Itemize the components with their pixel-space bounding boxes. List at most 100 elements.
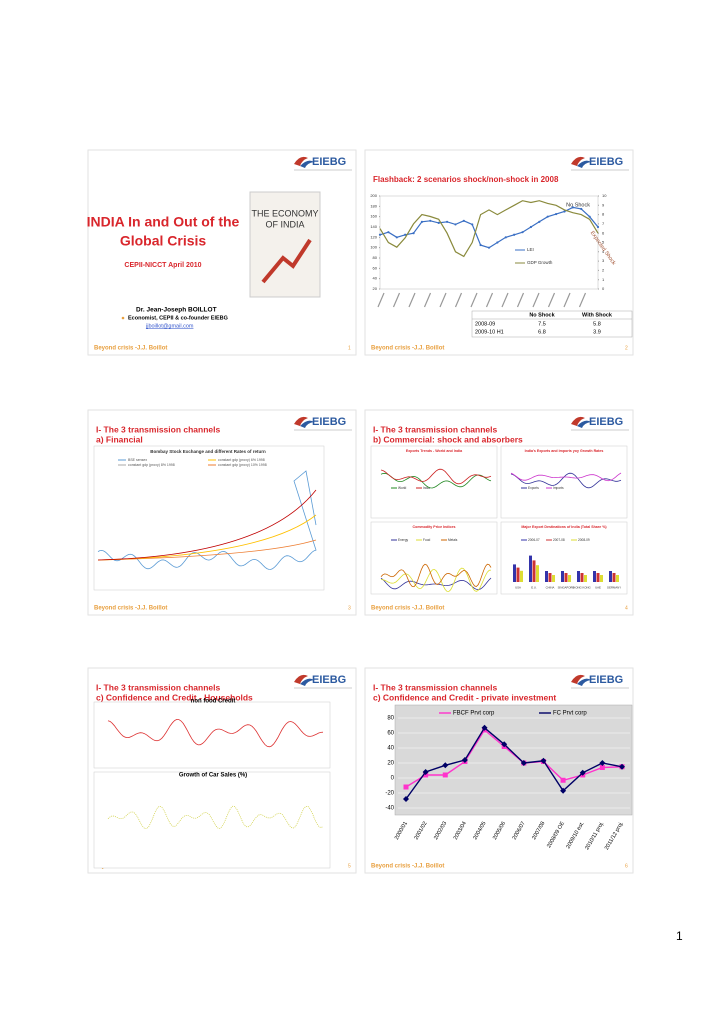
y-tick-label: -20 [385,791,394,797]
y-tick-label: 140 [370,224,377,229]
slide-title: Global Crisis [120,233,207,249]
legend-label: Exports [528,486,539,490]
panel-line [380,472,492,489]
y2-tick-label: 7 [602,221,605,226]
series-point [554,212,558,216]
series-point [560,787,567,794]
slide-subtitle: a) Financial [96,434,143,444]
table-cell: 3.9 [593,329,601,335]
series-point [571,206,574,209]
series-point [422,769,429,775]
logo-icon [577,678,591,686]
y-tick-label: 180 [370,203,377,208]
legend-label: FC Prvt corp [553,711,587,717]
series-point [513,233,516,236]
series-point [546,215,549,218]
panel-line [380,567,492,592]
series-point [471,223,474,226]
bar [609,571,612,582]
slide-title: I- The 3 transmission channels [96,682,221,692]
panel-title: Major Export Destinations of India (Tota… [521,525,607,529]
series-line [379,200,599,258]
bar [564,573,568,582]
slide-subtitle: c) Confidence and Credit - Households [96,692,253,702]
y-tick-label: 60 [373,265,378,270]
legend-label: 2007-08 [553,538,565,542]
y-tick-label: -40 [385,806,394,812]
series-line [405,726,623,800]
slide-title: I- The 3 transmission channels [373,682,498,692]
y2-tick-label: 10 [602,193,607,198]
email: jjboillot@gmail.com [145,323,194,329]
chart-frame [93,445,325,591]
series-point [529,225,533,229]
series-point [560,777,566,783]
slide-title: I- The 3 transmission channels [96,424,221,434]
slide-number: 3 [348,605,351,611]
bar [568,575,571,582]
x-tick-label: E.U. [531,586,537,590]
footer: Beyond crisis -J.J. Boillot [94,606,167,612]
series-point [538,220,541,223]
series-point [540,757,547,764]
slide-subtitle: b) Commercial: shock and absorbers [373,434,523,444]
panel-title: Commodity Price Indices [413,525,456,529]
series-point [387,231,390,234]
panel-frame [500,521,628,595]
book-title: OF INDIA [265,219,304,229]
series-point [563,210,566,213]
table-header: No Shock [529,312,555,318]
footer: Beyond crisis -J.J. Boillot [94,346,167,352]
x-tick-label: GERMANY [607,586,621,590]
y-tick-label: 200 [370,193,377,198]
slide-frame [364,149,634,356]
series-point [619,763,625,770]
bar [577,571,580,582]
panel-line [380,468,492,485]
bar [548,573,552,582]
bar [612,573,616,582]
y-tick-label: 160 [370,214,377,219]
legend-label: constant gdp (proxy) 8% 1998 [128,463,175,467]
table-cell: 2008-09 [475,321,495,327]
legend-label: Energy [398,538,409,542]
series-point [437,221,440,224]
chart-title: non food Credit [191,699,236,705]
slide-number: 4 [625,605,628,611]
logo-icon [294,416,308,426]
book-title: THE ECONOMY [251,208,318,218]
legend-label: LEI [527,247,534,252]
x-tick-label: HONG KONG [573,586,590,590]
series-point [588,215,591,218]
footer: Beyond crisis -J.J. Boillot [371,864,444,870]
annotation: No Shock [566,202,590,208]
series-point [442,772,448,778]
panel-line [510,472,622,482]
y2-tick-label: 4 [602,249,605,254]
slide-title: I- The 3 transmission channels [373,424,498,434]
table-cell: 2009-10 H1 [475,329,504,335]
bar [529,555,532,582]
legend-label: 2006-07 [528,538,540,542]
legend-label: BSE sensex [128,458,147,462]
y-tick-label: 60 [387,731,394,737]
legend-label: Food [423,538,430,542]
series-point [412,232,415,235]
chart-title: Bombay Stock Exchange and different Rate… [150,449,266,454]
logo-icon [577,160,591,168]
bar [596,573,600,582]
slide-title: INDIA In and Out of the [87,214,240,230]
legend-label: India [423,486,430,490]
book-arrow [261,238,312,284]
footer: Beyond crisis -J.J. Boillot [371,346,444,352]
slide-subtitle: c) Confidence and Credit - private inves… [373,692,556,702]
legend-label: Metals [448,538,458,542]
logo-icon [571,416,585,426]
y2-tick-label: 3 [602,258,605,263]
logo: EIEBG [312,156,346,168]
footer: Beyond crisis -J.J. Boillot [371,606,444,612]
y-tick-label: 20 [373,286,378,291]
x-tick-label: USA [515,586,521,590]
legend-label: constant gdp (proxy) 10% 1998 [218,463,267,467]
